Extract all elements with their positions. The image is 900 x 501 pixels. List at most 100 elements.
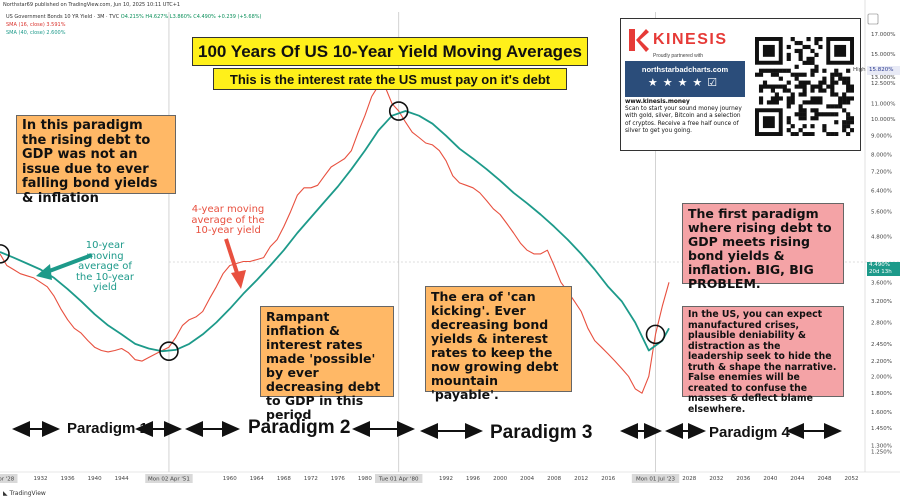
y-tick-label: 1.800% xyxy=(871,391,892,397)
x-tick-label: 1980 xyxy=(358,476,372,482)
y-tick-label: 2.000% xyxy=(871,374,892,380)
chart-title: 100 Years Of US 10-Year Yield Moving Ave… xyxy=(192,37,588,66)
x-highlight-label: Mon 01 Jul '23 xyxy=(636,477,675,483)
y-tick-label: 3.600% xyxy=(871,280,892,286)
kinesis-copy: www.kinesis.money Scan to start your sou… xyxy=(625,99,747,135)
current-price-countdown: 20d 13h xyxy=(869,269,892,275)
y-tick-label: 7.200% xyxy=(871,169,892,175)
current-price-value: 4.490% xyxy=(869,262,890,268)
paradigm-4-label: Paradigm 4 xyxy=(709,424,790,441)
kinesis-ad[interactable]: KINESIS Proudly partnered with northstar… xyxy=(620,18,861,151)
x-tick-label: 1944 xyxy=(115,476,129,482)
y-tick-label: 17.000% xyxy=(871,32,895,38)
sma40-legend[interactable]: SMA (40, close) 2.600% xyxy=(6,30,66,36)
rating-stars-icon: ★★★★☑ xyxy=(647,77,723,89)
paradigm-2-label: Paradigm 2 xyxy=(248,417,351,438)
ohlc-values: O4.215% H4.627% L3.860% C4.490% +0.239 (… xyxy=(120,14,262,20)
paradigm1-note: In this paradigm the rising debt to GDP … xyxy=(16,115,176,206)
y-tick-label: 5.600% xyxy=(871,210,892,216)
p2-left-arrow-head-right xyxy=(222,421,240,437)
y-tick-label: 1.450% xyxy=(871,426,892,432)
y-tick-label: 2.200% xyxy=(871,359,892,365)
x-tick-label: 1964 xyxy=(250,476,264,482)
x-highlight-bg xyxy=(631,474,680,483)
x-highlight-bg xyxy=(0,474,18,483)
paradigm2-note: Rampant inflation & interest rates made … xyxy=(260,306,394,422)
x-tick-label: 2052 xyxy=(844,476,858,482)
y-tick-label: 4.800% xyxy=(871,234,892,240)
x-tick-label: 2016 xyxy=(601,476,615,482)
x-tick-label: 1992 xyxy=(439,476,453,482)
p4-left-arrow-head-right xyxy=(688,423,706,439)
circle-marker-3 xyxy=(645,324,666,345)
x-tick-label: 1936 xyxy=(61,476,75,482)
circle-marker-2 xyxy=(388,101,409,121)
p4-right-arrow-head-right xyxy=(824,423,842,439)
p4-left-arrow-head-left xyxy=(665,423,683,439)
high-label: High xyxy=(853,67,866,73)
paradigm4-note: The first paradigm where rising debt to … xyxy=(682,203,844,291)
tradingview-logo[interactable]: ◣ TradingView xyxy=(3,490,46,497)
x-tick-label: 2008 xyxy=(547,476,561,482)
p1-left-arrow-head-right xyxy=(42,421,60,437)
current-price-label: 4.490% 20d 13h xyxy=(867,262,900,276)
qr-code-icon xyxy=(755,37,855,137)
paradigm-3-label: Paradigm 3 xyxy=(490,422,593,443)
y-tick-label: 3.200% xyxy=(871,299,892,305)
x-tick-label: 1960 xyxy=(223,476,237,482)
y-tick-label: 2.800% xyxy=(871,321,892,327)
high-value-label: 15.820% xyxy=(867,66,900,75)
x-highlight-bg xyxy=(145,474,193,483)
red-annotation: 4-year moving average of the 10-year yie… xyxy=(191,204,265,236)
y-tick-label: 11.000% xyxy=(871,102,895,108)
p3-right-arrow-head-right xyxy=(644,423,662,439)
kinesis-url[interactable]: www.kinesis.money xyxy=(625,99,690,105)
sma16-legend[interactable]: SMA (16, close) 3.591% xyxy=(6,22,66,28)
p2-right-arrow-head-right xyxy=(397,421,415,437)
p4-right-arrow-head-left xyxy=(786,423,804,439)
y-tick-label: 9.000% xyxy=(871,134,892,140)
symbol-line: US Government Bonds 10 YR Yield · 3M · T… xyxy=(6,14,261,20)
x-tick-label: 1972 xyxy=(304,476,318,482)
circle-marker-0 xyxy=(0,244,10,264)
series-line-sma16 xyxy=(0,85,670,394)
tradingview-logo-icon: ◣ xyxy=(3,490,8,497)
x-tick-label: 1940 xyxy=(88,476,102,482)
symbol-name: US Government Bonds 10 YR Yield · 3M · T… xyxy=(6,14,120,20)
series-line-sma40 xyxy=(0,110,670,353)
y-tick-label: 1.600% xyxy=(871,410,892,416)
y-tick-label: 13.000% xyxy=(871,75,895,81)
tradingview-logo-text: TradingView xyxy=(9,490,46,497)
x-tick-label: 2000 xyxy=(493,476,507,482)
y-tick-label: 6.400% xyxy=(871,188,892,194)
paradigm3-note: The era of 'can kicking'. Ever decreasin… xyxy=(425,286,572,402)
teal-annotation: 10-year moving average of the 10-year yi… xyxy=(75,240,135,293)
p1-right-arrow-head-right xyxy=(164,421,182,437)
circle-marker-1 xyxy=(159,341,179,362)
y-tick-label: 1.300% xyxy=(871,443,892,449)
x-tick-label: 1996 xyxy=(466,476,480,482)
y-tick-label: 10.000% xyxy=(871,117,895,123)
x-tick-label: 1976 xyxy=(331,476,345,482)
paradigm-1-label: Paradigm 1 xyxy=(67,420,148,437)
x-tick-label: 2028 xyxy=(682,476,696,482)
teal-arrow xyxy=(43,253,93,275)
currency-badge-icon xyxy=(867,13,879,25)
p3-right-arrow-head-left xyxy=(620,423,638,439)
y-tick-label: 8.000% xyxy=(871,153,892,159)
red-arrowhead xyxy=(231,270,246,289)
x-tick-label: 2036 xyxy=(736,476,750,482)
qr-code[interactable] xyxy=(755,37,855,137)
paradigm4-warning: In the US, you can expect manufactured c… xyxy=(682,306,844,414)
y-tick-label: 15.000% xyxy=(871,52,895,58)
p2-left-arrow-head-left xyxy=(185,421,203,437)
p3-left-arrow-head-left xyxy=(420,423,438,439)
x-tick-label: 2012 xyxy=(574,476,588,482)
p1-right-arrow-head-left xyxy=(135,421,153,437)
teal-arrowhead xyxy=(36,264,52,280)
x-highlight-label: 01 Apr '28 xyxy=(0,477,15,483)
y-tick-label: 1.250% xyxy=(871,450,892,456)
x-highlight-bg xyxy=(375,474,423,483)
x-highlight-label: Mon 02 Apr '51 xyxy=(148,477,190,483)
